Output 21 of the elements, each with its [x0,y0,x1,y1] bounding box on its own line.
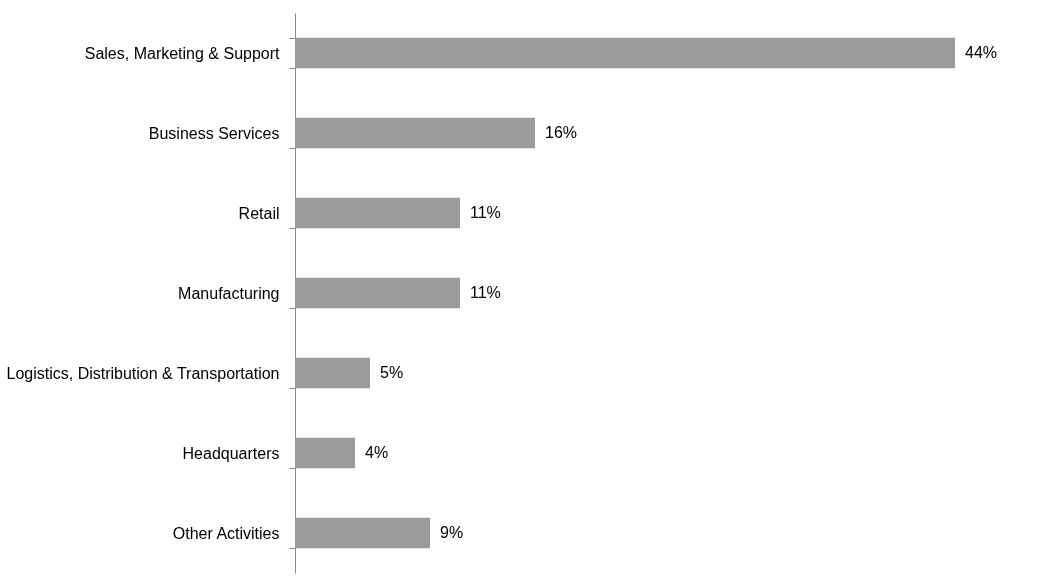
data-label: 16% [545,124,578,141]
data-label: 11% [470,204,501,221]
data-label: 11% [470,284,501,301]
y-tick-label: Logistics, Distribution & Transportation [6,364,280,382]
data-label: 44% [965,44,998,61]
bar [295,517,430,549]
bar [295,117,535,149]
data-label: 5% [380,364,404,381]
bar [295,37,955,69]
y-tick-label: Business Services [148,124,280,142]
bar [295,437,355,469]
y-tick-label: Manufacturing [178,284,280,302]
y-tick-label: Retail [238,204,280,222]
y-tick-label: Other Activities [172,524,280,542]
y-tick-label: Headquarters [182,444,280,462]
bar [295,197,460,229]
data-label: 9% [440,524,464,541]
y-tick-label: Sales, Marketing & Support [84,44,281,62]
data-label: 4% [365,444,389,461]
bar [295,357,370,389]
bar [295,277,460,309]
